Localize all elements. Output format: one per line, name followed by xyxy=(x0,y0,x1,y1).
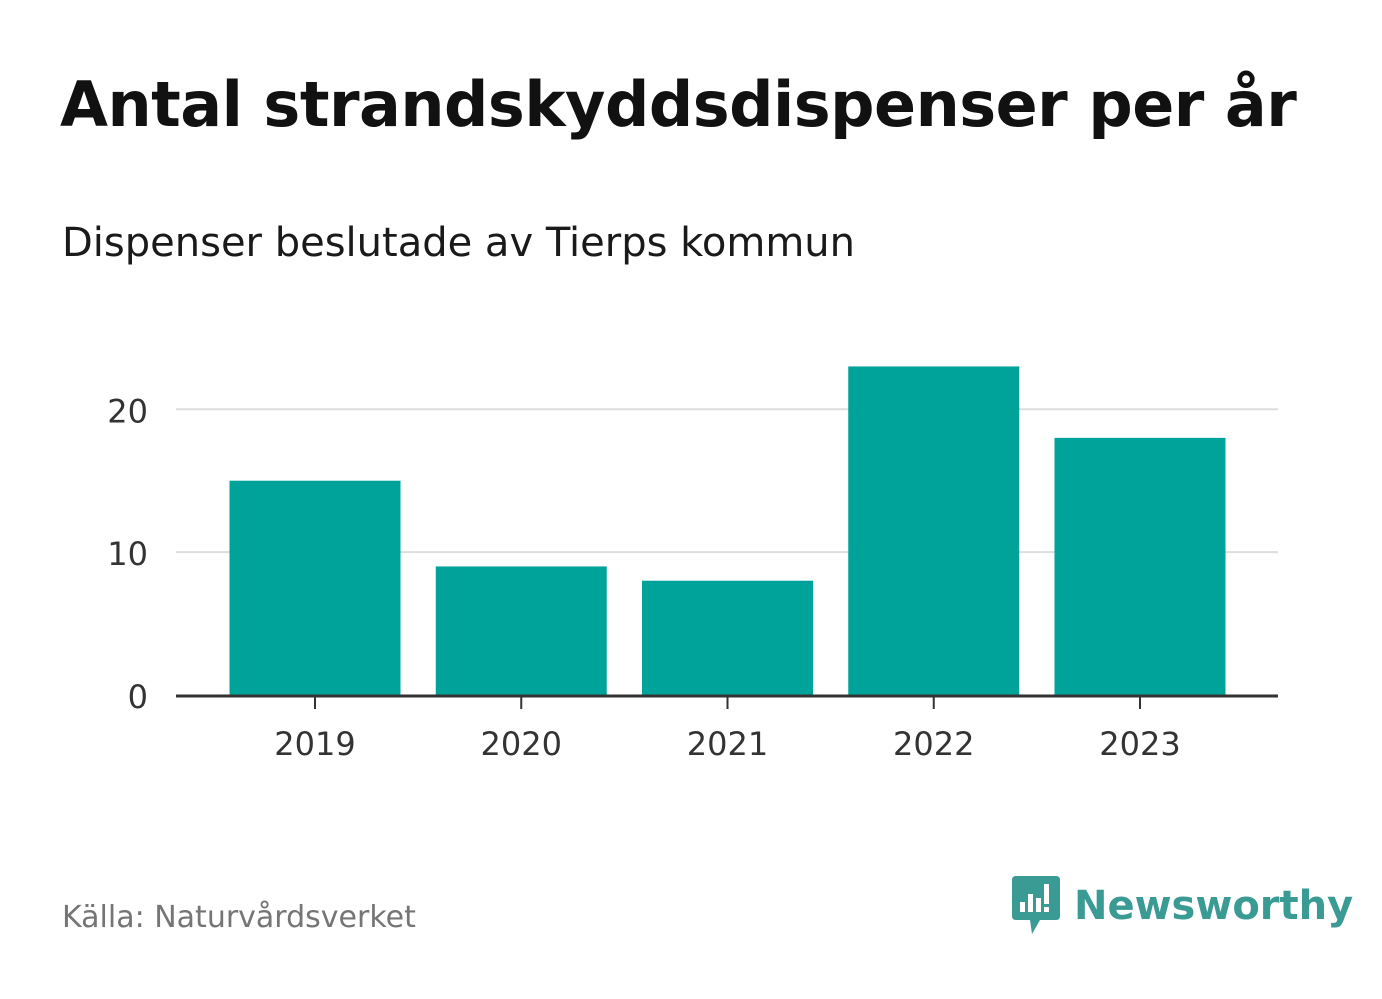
brand-logo: Newsworthy xyxy=(1010,876,1353,936)
brand-name: Newsworthy xyxy=(1074,883,1354,929)
y-tick-label: 0 xyxy=(128,678,148,716)
chart-title: Antal strandskyddsdispenser per år xyxy=(60,68,1297,141)
chart-subtitle: Dispenser beslutade av Tierps kommun xyxy=(62,220,855,266)
bar xyxy=(229,480,401,695)
newsworthy-logo-icon xyxy=(1012,876,1060,934)
y-tick-label: 20 xyxy=(107,392,148,430)
x-tick-label: 2020 xyxy=(481,725,562,763)
bar xyxy=(435,566,607,695)
bar xyxy=(848,366,1020,695)
x-tick-label: 2019 xyxy=(274,725,355,763)
bar xyxy=(642,580,813,695)
x-tick-label: 2023 xyxy=(1099,725,1180,763)
source-note: Källa: Naturvårdsverket xyxy=(62,900,416,935)
bar xyxy=(1054,437,1226,695)
y-tick-label: 10 xyxy=(107,535,148,573)
x-tick-label: 2021 xyxy=(687,725,768,763)
x-tick-label: 2022 xyxy=(893,725,974,763)
